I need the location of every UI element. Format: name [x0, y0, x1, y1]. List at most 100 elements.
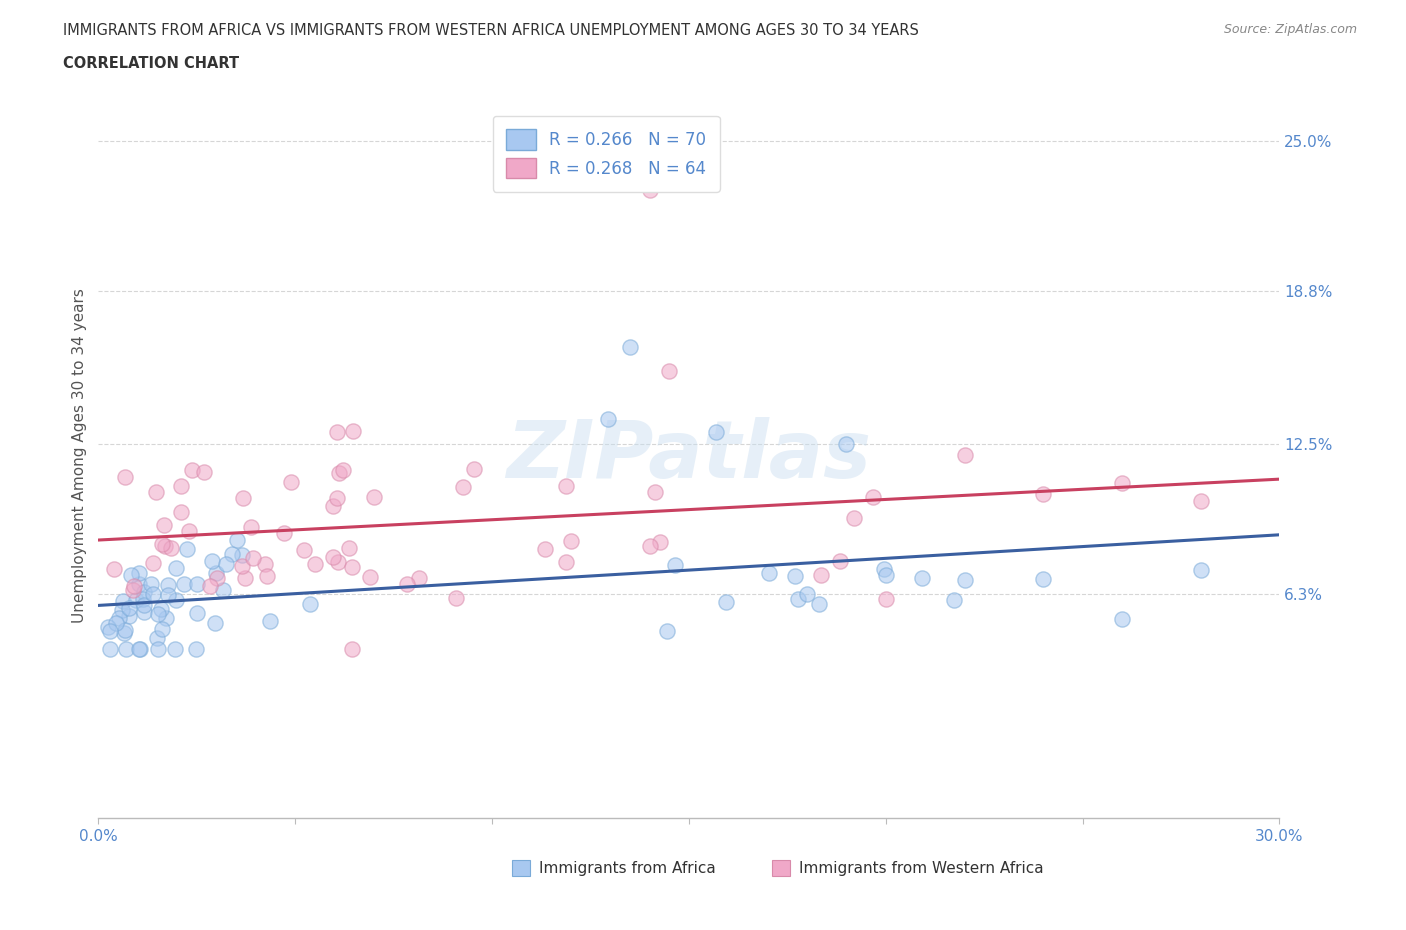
Point	[259, 614, 281, 629]
Point	[342, 423, 364, 438]
Text: Immigrants from Western Africa: Immigrants from Western Africa	[799, 861, 1043, 876]
Point	[942, 592, 965, 607]
Point	[146, 642, 169, 657]
Point	[139, 577, 162, 591]
Point	[184, 642, 207, 657]
Point	[664, 557, 686, 572]
Point	[235, 570, 257, 585]
Point	[256, 568, 278, 583]
Point	[150, 537, 173, 551]
Point	[408, 571, 430, 586]
Point	[239, 519, 262, 534]
Point	[292, 542, 315, 557]
Point	[322, 549, 344, 564]
Text: ZIPatlas: ZIPatlas	[506, 417, 872, 495]
Point	[186, 577, 208, 591]
Point	[134, 604, 156, 619]
Point	[98, 623, 121, 638]
Point	[231, 548, 253, 563]
Point	[1032, 572, 1054, 587]
Point	[165, 592, 187, 607]
Point	[198, 578, 221, 593]
Point	[122, 583, 145, 598]
Point	[835, 436, 858, 451]
Point	[758, 565, 780, 580]
Point	[145, 485, 167, 499]
Point	[1111, 611, 1133, 626]
Point	[111, 603, 134, 618]
Point	[953, 447, 976, 462]
Point	[112, 626, 135, 641]
Point	[132, 591, 155, 606]
Point	[157, 578, 180, 592]
Point	[155, 610, 177, 625]
Point	[150, 621, 173, 636]
Point	[122, 578, 145, 593]
Point	[128, 642, 150, 657]
Point	[170, 504, 193, 519]
Point	[177, 524, 200, 538]
Point	[638, 182, 661, 197]
Point	[704, 424, 727, 439]
Point	[953, 572, 976, 587]
Point	[796, 587, 818, 602]
Point	[655, 624, 678, 639]
Point	[783, 569, 806, 584]
Point	[463, 462, 485, 477]
Point	[638, 538, 661, 553]
Point	[619, 339, 641, 354]
Point	[304, 556, 326, 571]
Point	[340, 642, 363, 657]
Text: Immigrants from Africa: Immigrants from Africa	[540, 861, 716, 876]
Point	[114, 470, 136, 485]
Point	[103, 561, 125, 576]
Point	[242, 551, 264, 565]
Point	[875, 591, 897, 606]
Point	[1189, 493, 1212, 508]
Point	[911, 571, 934, 586]
Point	[875, 567, 897, 582]
Point	[446, 590, 468, 604]
Point	[114, 623, 136, 638]
Point	[808, 597, 831, 612]
Point	[149, 602, 172, 617]
Point	[128, 565, 150, 580]
Point	[100, 642, 122, 657]
Point	[134, 584, 156, 599]
Point	[842, 511, 865, 525]
Point	[221, 547, 243, 562]
Point	[359, 569, 381, 584]
Point	[142, 587, 165, 602]
Point	[120, 567, 142, 582]
Point	[253, 556, 276, 571]
Point	[111, 593, 134, 608]
Point	[181, 463, 204, 478]
Bar	[512, 860, 530, 876]
Point	[165, 642, 187, 657]
Point	[873, 562, 896, 577]
Point	[332, 462, 354, 477]
Point	[644, 485, 666, 499]
Point	[128, 642, 150, 657]
Point	[363, 490, 385, 505]
Point	[1189, 563, 1212, 578]
Point	[104, 616, 127, 631]
Point	[204, 616, 226, 631]
Point	[170, 478, 193, 493]
Point	[205, 565, 228, 580]
Point	[128, 577, 150, 591]
Point	[280, 474, 302, 489]
Point	[337, 541, 360, 556]
Point	[114, 642, 136, 657]
Point	[1111, 475, 1133, 490]
Point	[787, 591, 810, 606]
Point	[97, 619, 120, 634]
Point	[165, 561, 187, 576]
Point	[173, 577, 195, 591]
Point	[534, 541, 557, 556]
Point	[153, 538, 176, 553]
Point	[142, 555, 165, 570]
Point	[862, 489, 884, 504]
Point	[560, 534, 582, 549]
Point	[1032, 486, 1054, 501]
